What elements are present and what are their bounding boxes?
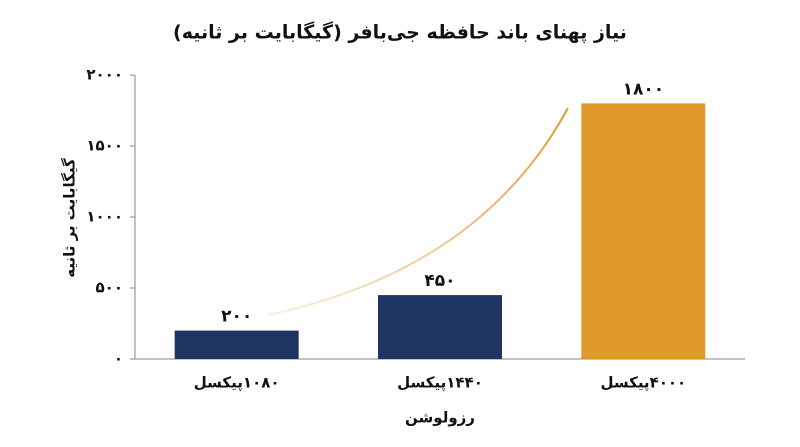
x-tick-label: ۱۰۸۰پیکسل bbox=[194, 374, 280, 393]
x-axis-title: رزولوشن bbox=[405, 409, 475, 427]
x-tick-label: ۱۴۴۰پیکسل bbox=[397, 374, 483, 393]
trend-curve bbox=[267, 107, 569, 316]
x-tick-label: ۴۰۰۰پیکسل bbox=[600, 374, 686, 393]
bar bbox=[174, 330, 299, 359]
y-tick-label: ۵۰۰ bbox=[96, 279, 123, 297]
chart-title: نیاز پهنای باند حافظه جی‌بافر (گیگابایت … bbox=[173, 21, 627, 44]
bar bbox=[581, 103, 706, 360]
y-axis-title: گیگابایت بر ثانیه bbox=[61, 158, 79, 278]
value-label: ۲۰۰ bbox=[221, 307, 252, 327]
y-tick-label: ۱۰۰۰ bbox=[86, 208, 123, 226]
y-tick-label: ۲۰۰۰ bbox=[86, 66, 123, 84]
value-label: ۱۸۰۰ bbox=[623, 79, 665, 99]
y-tick-label: ۰ bbox=[114, 350, 123, 368]
value-label: ۴۵۰ bbox=[424, 271, 455, 291]
y-tick-label: ۱۵۰۰ bbox=[86, 137, 123, 155]
bar bbox=[378, 295, 502, 359]
